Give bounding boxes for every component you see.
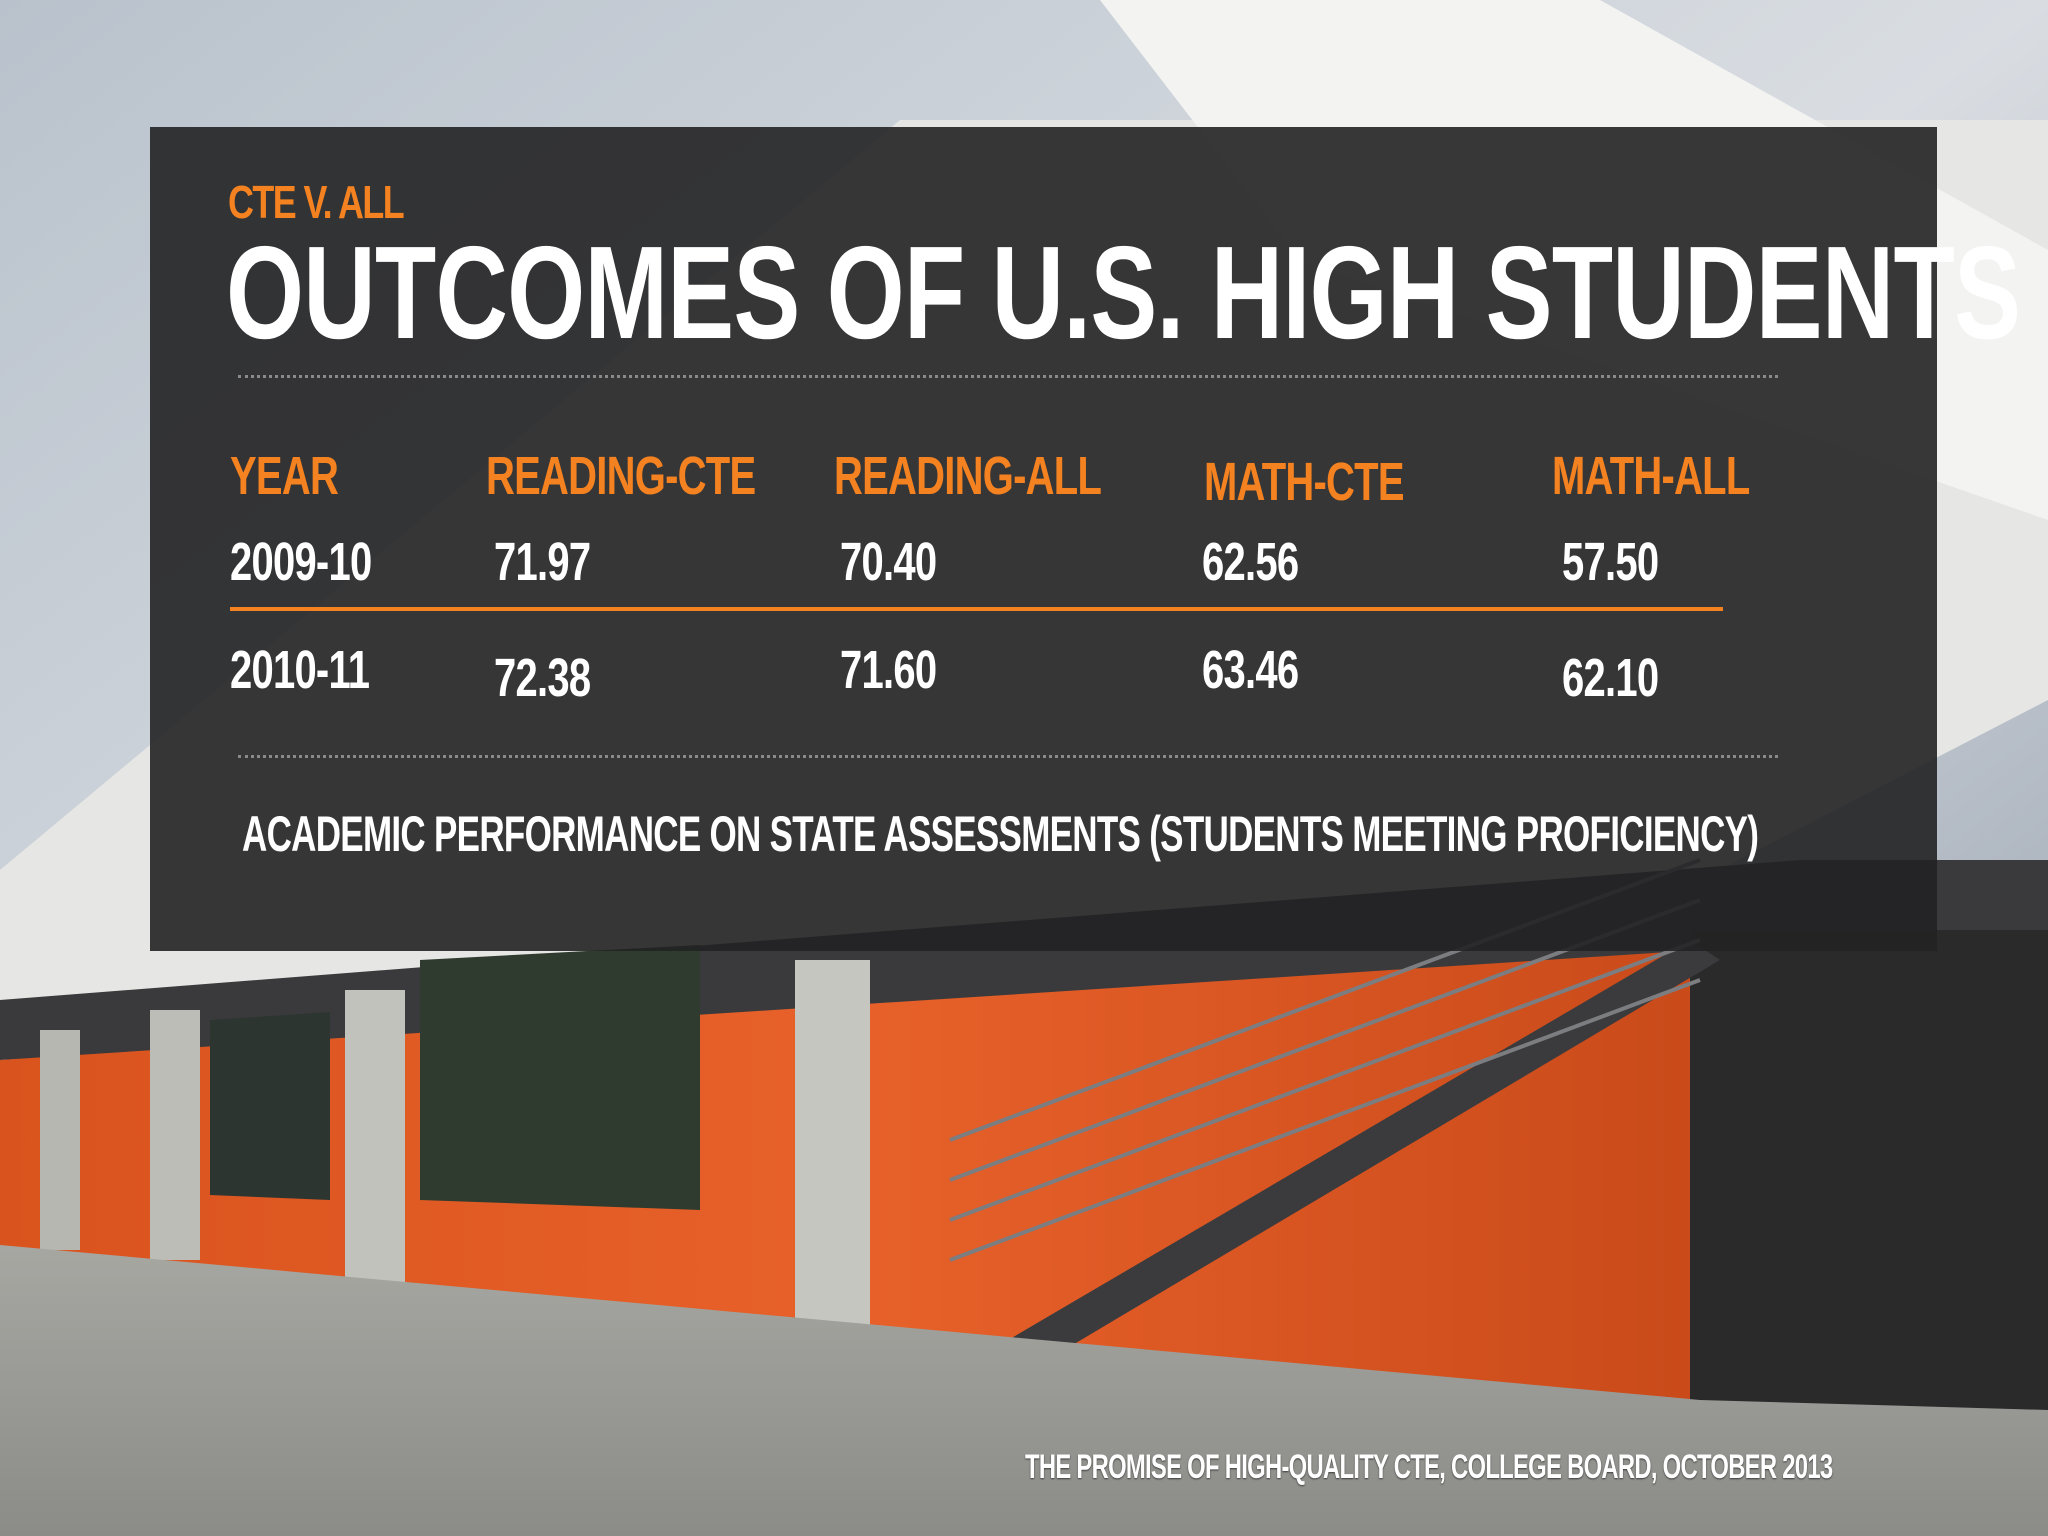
header-reading-all: READING-ALL xyxy=(834,446,1102,506)
overlay-panel: CTE V. ALL OUTCOMES OF U.S. HIGH STUDENT… xyxy=(150,127,2021,951)
table-cell-math-cte: 62.56 xyxy=(1202,532,1299,592)
header-math-all: MATH-ALL xyxy=(1552,446,1750,506)
table-cell-reading-cte: 72.38 xyxy=(494,648,591,708)
table-cell-year: 2009-10 xyxy=(230,532,372,592)
table-cell-reading-all: 71.60 xyxy=(840,640,937,700)
header-year: YEAR xyxy=(230,446,339,506)
results-table: YEAR READING-CTE READING-ALL MATH-CTE MA… xyxy=(150,127,1937,951)
row-divider xyxy=(230,607,1723,611)
dotted-divider-top xyxy=(238,375,1778,378)
table-caption: ACADEMIC PERFORMANCE ON STATE ASSESSMENT… xyxy=(242,806,1759,862)
table-cell-year: 2010-11 xyxy=(230,640,370,700)
dotted-divider-bottom xyxy=(238,755,1778,758)
table-cell-math-all: 62.10 xyxy=(1562,648,1659,708)
table-cell-math-all: 57.50 xyxy=(1562,532,1659,592)
table-cell-math-cte: 63.46 xyxy=(1202,640,1299,700)
table-cell-reading-all: 70.40 xyxy=(840,532,937,592)
header-reading-cte: READING-CTE xyxy=(486,446,756,506)
slide-kicker: CTE V. ALL xyxy=(228,176,405,228)
header-math-cte: MATH-CTE xyxy=(1204,452,1404,512)
table-cell-reading-cte: 71.97 xyxy=(494,532,591,592)
source-citation: THE PROMISE OF HIGH-QUALITY CTE, COLLEGE… xyxy=(1025,1448,1833,1486)
slide-title: OUTCOMES OF U.S. HIGH STUDENTS xyxy=(226,219,2021,366)
